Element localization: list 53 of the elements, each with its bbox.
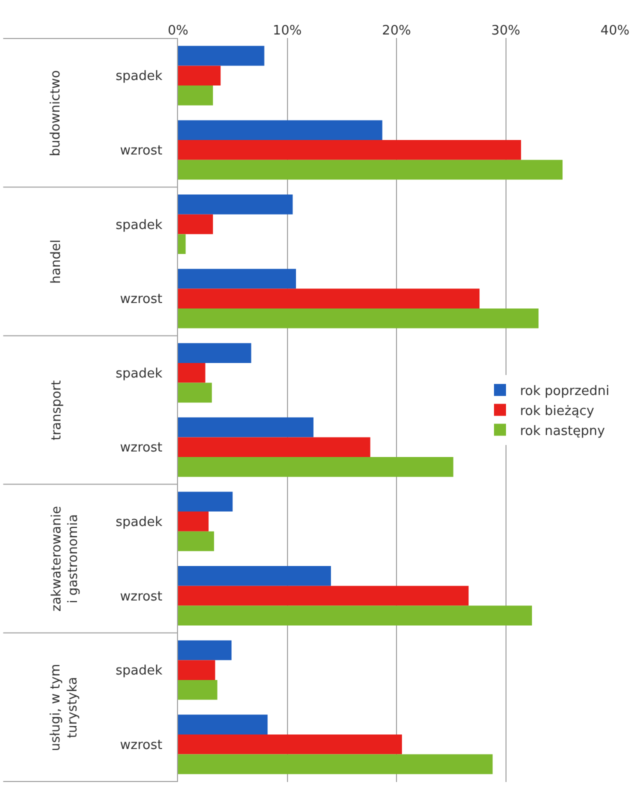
bar	[178, 288, 480, 308]
bar	[178, 120, 382, 140]
bar	[178, 343, 252, 363]
bar	[178, 734, 402, 754]
bar	[178, 194, 293, 214]
y-tick-label: wzrost	[120, 144, 162, 158]
bar	[178, 680, 218, 700]
bar	[178, 362, 206, 383]
text: zakwaterowanie i gastronomia	[49, 506, 82, 612]
y-tick-label: spadek	[116, 218, 163, 233]
bar	[178, 437, 370, 458]
y-tick-label: wzrost	[120, 738, 162, 753]
legend-label: rok następny	[520, 424, 606, 439]
bar	[178, 214, 213, 234]
bar	[178, 234, 186, 254]
text: transport	[49, 380, 64, 440]
bar	[178, 46, 264, 66]
x-tick-label: 30%	[491, 23, 520, 38]
y-tick-label: spadek	[116, 515, 163, 530]
bar	[178, 512, 209, 532]
text: handel	[49, 239, 64, 284]
bar	[178, 140, 522, 160]
x-tick-label: 0%	[168, 23, 188, 38]
bar	[178, 268, 296, 289]
bar	[178, 308, 539, 328]
y-tick-label: wzrost	[120, 440, 162, 456]
bar	[178, 754, 493, 774]
y-tick-label: wzrost	[120, 589, 162, 604]
legend-label: rok bieżący	[520, 404, 594, 419]
text: budownictwo	[48, 70, 64, 156]
bar	[178, 606, 532, 626]
legend-label: rok poprzedni	[520, 384, 610, 400]
x-tick-label: 40%	[600, 23, 630, 38]
x-tick-label: 20%	[382, 23, 411, 38]
x-tick-label: 10%	[272, 23, 302, 38]
bar	[178, 531, 214, 552]
bar	[178, 714, 268, 734]
y-tick-label: spadek	[116, 664, 163, 679]
bar	[178, 86, 213, 106]
bar	[178, 417, 314, 438]
bar	[178, 566, 331, 586]
y-tick-label: spadek	[116, 69, 163, 84]
text: usługi, w tym turystyka	[48, 664, 81, 752]
bar	[178, 382, 212, 403]
bar	[178, 160, 563, 180]
bar	[178, 457, 454, 477]
bar	[178, 660, 216, 680]
bar	[178, 586, 469, 606]
y-tick-label: wzrost	[120, 292, 162, 308]
bar	[178, 66, 221, 86]
y-tick-label: spadek	[116, 366, 163, 382]
bar	[178, 492, 233, 512]
bar	[178, 640, 232, 660]
